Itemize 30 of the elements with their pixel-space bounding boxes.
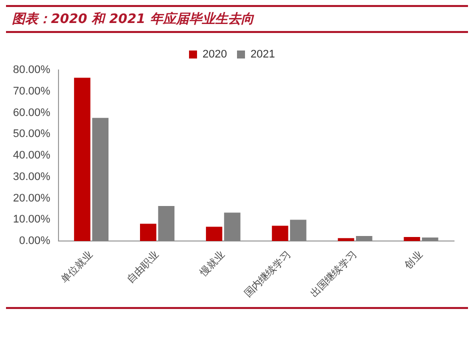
chart-title: 图表：2020 和 2021 年应届毕业生去向 — [6, 5, 468, 33]
y-tick-label: 60.00% — [12, 106, 51, 119]
bar — [404, 237, 420, 242]
x-tick-label: 单位就业 — [58, 248, 96, 286]
y-tick-label: 10.00% — [12, 214, 51, 226]
bar — [272, 226, 288, 242]
legend-label: 2020 — [202, 48, 228, 61]
bar — [158, 206, 174, 242]
bar — [140, 224, 156, 242]
x-tick-label: 国内继续学习 — [242, 248, 294, 300]
x-tick-label: 自由职业 — [124, 248, 162, 286]
y-tick-label: 40.00% — [12, 150, 51, 162]
y-tick-label: 30.00% — [12, 170, 51, 183]
bar — [356, 236, 372, 242]
bar — [74, 78, 90, 242]
y-tick-label: 70.00% — [12, 85, 51, 98]
bar — [422, 237, 438, 242]
bar — [92, 118, 109, 242]
y-tick-label: 80.00% — [12, 64, 51, 76]
y-tick-label: 0.00% — [19, 235, 51, 248]
y-tick-label: 20.00% — [12, 192, 51, 204]
bar — [224, 212, 240, 242]
legend-label: 2021 — [250, 48, 275, 61]
x-tick-label: 创业 — [402, 248, 425, 272]
bar — [338, 238, 354, 242]
x-tick-label: 出国继续学习 — [308, 248, 360, 300]
bar — [290, 220, 306, 242]
y-tick-label: 50.00% — [12, 128, 51, 140]
bar — [206, 226, 222, 242]
x-tick-label: 慢就业 — [196, 248, 228, 280]
